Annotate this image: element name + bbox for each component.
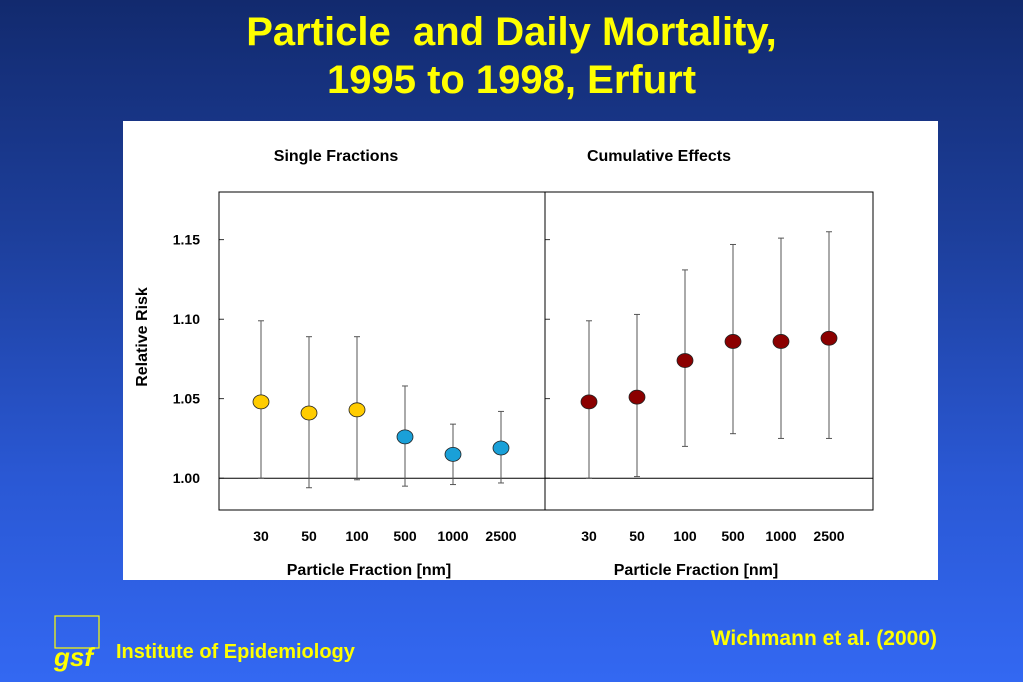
y-tick-label: 1.10 <box>173 311 200 327</box>
slide-title: Particle and Daily Mortality, 1995 to 19… <box>0 8 1023 104</box>
x-tick-label: 30 <box>581 528 597 544</box>
x-tick-label: 2500 <box>813 528 844 544</box>
title-line-2: 1995 to 1998, Erfurt <box>326 58 697 102</box>
data-point <box>492 440 510 456</box>
citation-label: Wichmann et al. (2000) <box>710 627 937 650</box>
data-point <box>724 334 742 349</box>
x-axis-label-2: Particle Fraction [nm] <box>614 562 778 579</box>
data-point <box>252 394 270 410</box>
x-tick-label: 30 <box>253 528 269 544</box>
y-tick-label: 1.00 <box>173 470 200 486</box>
data-point <box>772 334 790 349</box>
data-point <box>676 353 694 368</box>
x-tick-label: 50 <box>629 528 645 544</box>
chart-panel: Single Fractions 1.00 1.05 1.10 1.15 Relative… <box>123 121 938 580</box>
x-tick-label: 1000 <box>437 528 468 544</box>
logo-text: gsf <box>53 642 95 672</box>
x-tick-label: 500 <box>393 528 417 544</box>
data-point <box>444 446 462 462</box>
data-point <box>628 389 646 405</box>
data-point <box>300 405 318 421</box>
y-axis-label: Relative Risk <box>134 287 151 387</box>
y-tick-label: 1.05 <box>173 391 200 407</box>
x-tick-label: 100 <box>673 528 697 544</box>
data-point <box>580 394 598 410</box>
x-axis-label-1: Particle Fraction [nm] <box>287 562 451 579</box>
data-point <box>396 429 414 445</box>
x-tick-label: 500 <box>721 528 745 544</box>
x-tick-label: 2500 <box>485 528 516 544</box>
data-point <box>820 330 838 346</box>
y-tick-label: 1.15 <box>173 232 200 248</box>
x-tick-label: 100 <box>345 528 369 544</box>
chart-svg: Single Fractions 1.00 1.05 1.10 1.15 Relative… <box>134 148 874 579</box>
x-tick-label: 1000 <box>765 528 796 544</box>
x-tick-label: 50 <box>301 528 317 544</box>
gsf-logo: gsf <box>52 614 102 672</box>
panel-title-2: Cumulative Effects <box>587 148 731 165</box>
panel-title-1: Single Fractions <box>274 148 399 165</box>
plot-frame <box>218 191 874 511</box>
data-point <box>348 402 366 418</box>
title-line-1: Particle and Daily Mortality, <box>246 10 777 54</box>
institute-label: Institute of Epidemiology <box>116 641 355 663</box>
